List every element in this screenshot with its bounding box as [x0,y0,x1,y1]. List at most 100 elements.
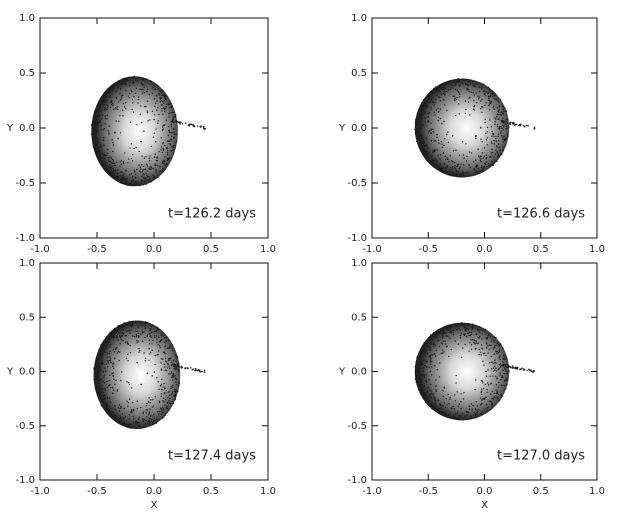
particle [139,333,142,335]
particle [496,392,498,395]
particle [422,395,424,397]
particle [104,398,106,400]
particle [477,155,480,157]
particle [461,82,464,84]
cloud-body [414,322,510,421]
particle [487,352,489,354]
particle [124,335,126,337]
particle [140,383,142,386]
particle [118,359,120,362]
panel: -1.0 -0.5 0.0 0.5 1.0-1.0-0.50.00.51.0YXt=12… [6,258,276,511]
particle [104,402,107,405]
particle [96,115,99,117]
particle [453,415,455,418]
particle [418,367,421,369]
particle [447,329,450,331]
particle [458,96,461,98]
particle [161,151,164,154]
particle [96,365,98,367]
particle [172,386,174,389]
particle [423,374,426,377]
particle [97,366,99,368]
particle [123,327,125,329]
particle [122,340,124,342]
particle [98,364,100,366]
particle [95,380,97,383]
particle [168,399,170,402]
particle [124,181,127,183]
particle [430,358,432,360]
particle [433,398,436,400]
particle [445,335,447,337]
particle [148,167,150,170]
particle [163,102,165,105]
particle [441,343,444,345]
particle [470,338,472,341]
particle [485,139,488,141]
particle [464,100,467,102]
particle [434,149,436,151]
particle [127,184,129,187]
particle [136,407,138,410]
particle [457,343,460,345]
particle [507,136,509,138]
particle [454,97,456,100]
particle [153,413,155,416]
particle [486,382,489,384]
particle [435,109,437,111]
particle [423,385,426,387]
particle [164,95,167,98]
particle [108,379,110,382]
particle [165,337,167,339]
particle [97,394,100,397]
particle [108,411,111,413]
particle [126,381,128,383]
particle [132,401,134,404]
particle [493,98,496,100]
particle [145,409,147,411]
particle [475,333,478,335]
particle [443,87,446,90]
particle [489,90,491,92]
particle [134,171,136,173]
particle [496,151,498,153]
particle [105,347,108,349]
particle [163,336,166,339]
particle [96,393,99,395]
particle [470,415,472,417]
particle [96,121,99,124]
particle [434,397,436,399]
particle [486,126,489,129]
particle [173,121,175,123]
particle [502,138,504,141]
particle [99,353,102,355]
particle [203,125,205,128]
particle [103,99,106,102]
particle [440,329,442,331]
particle [148,412,150,414]
particle [95,132,97,135]
particle [105,408,107,410]
particle [476,171,478,173]
annotation: t=127.0 days [497,449,585,464]
particle [474,408,477,411]
particle [98,121,101,123]
particle [460,176,463,178]
particle [170,120,173,123]
particle [156,95,158,97]
particle [474,342,476,344]
particle [486,131,488,133]
particle [173,365,175,368]
particle [429,393,431,396]
particle [158,92,161,95]
particle [487,334,490,337]
particle [160,395,163,397]
particle [127,405,129,408]
particle [492,90,494,93]
particle [184,122,187,125]
particle [462,154,465,156]
particle [129,411,132,413]
particle [160,358,163,360]
particle [431,366,433,368]
particle [104,381,106,384]
